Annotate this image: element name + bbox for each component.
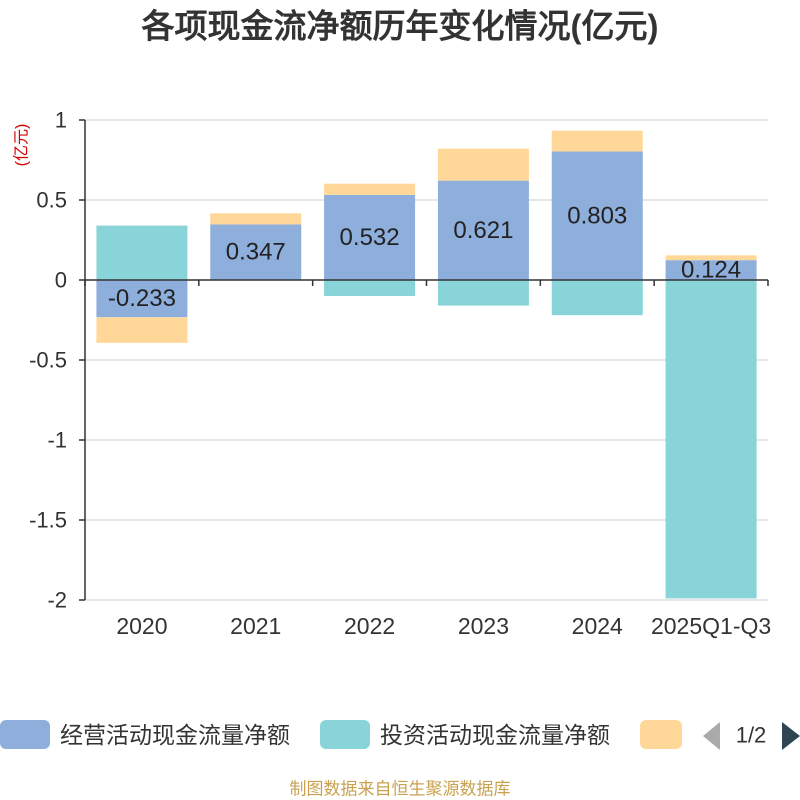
data-label: 0.621 <box>453 217 513 244</box>
data-label: 0.532 <box>340 224 400 251</box>
triangle-right-icon[interactable] <box>782 722 800 750</box>
bars-group <box>96 130 757 599</box>
x-tick-label: 2023 <box>458 613 509 639</box>
y-tick-label: -1.5 <box>29 508 67 533</box>
third-series-bar-2021[interactable] <box>210 213 302 225</box>
operating-cash-flow-bar-2022[interactable] <box>324 194 416 280</box>
x-tick-label: 2025Q1-Q3 <box>651 613 771 639</box>
third-series-bar-2024[interactable] <box>551 130 643 152</box>
legend: 经营活动现金流量净额 投资活动现金流量净额 1/2 <box>0 720 800 750</box>
y-tick-label: 0 <box>55 268 67 293</box>
x-tick-label: 2022 <box>344 613 395 639</box>
x-tick-label: 2024 <box>572 613 623 639</box>
y-axis-label: (亿元) <box>13 124 31 167</box>
legend-swatch-investing[interactable] <box>320 720 370 749</box>
third-series-bar-2023[interactable] <box>437 148 529 181</box>
y-tick-label: -2 <box>47 588 67 613</box>
third-series-bar-2022[interactable] <box>324 183 416 195</box>
axes-group: 1 0.5 0 -0.5 -1 -1.5 -2 2020 2021 2022 2023 2024 202… <box>29 108 771 640</box>
y-tick-label: -1 <box>47 428 67 453</box>
legend-swatch-operating[interactable] <box>0 720 50 749</box>
operating-cash-flow-bar-2023[interactable] <box>437 180 529 280</box>
data-labels-group: -0.233 0.347 0.532 0.621 0.803 0.124 <box>108 202 741 312</box>
x-tick-label: 2021 <box>230 613 281 639</box>
triangle-left-icon[interactable] <box>703 722 720 750</box>
operating-cash-flow-bar-2024[interactable] <box>551 151 643 280</box>
investing-cash-flow-bar-2025q1-q3[interactable] <box>665 280 757 599</box>
data-label: -0.233 <box>108 285 176 312</box>
data-label: 0.347 <box>226 239 286 266</box>
y-tick-label: -0.5 <box>29 348 67 373</box>
legend-label-investing[interactable]: 投资活动现金流量净额 <box>380 722 610 748</box>
investing-cash-flow-bar-2022[interactable] <box>324 280 416 296</box>
investing-cash-flow-bar-2020[interactable] <box>96 225 188 280</box>
y-tick-label: 1 <box>55 108 67 133</box>
operating-cash-flow-bar-2021[interactable] <box>210 224 302 280</box>
legend-label-operating[interactable]: 经营活动现金流量净额 <box>60 722 290 748</box>
third-series-bar-2020[interactable] <box>96 317 188 343</box>
data-label: 0.124 <box>681 257 741 284</box>
operating-cash-flow-bar-2020[interactable] <box>96 280 188 318</box>
legend-item-operating[interactable]: 经营活动现金流量净额 <box>0 720 290 749</box>
legend-item-third[interactable] <box>640 720 682 749</box>
third-series-bar-2025q1-q3[interactable] <box>665 255 757 261</box>
x-tick-label: 2020 <box>116 613 167 639</box>
operating-cash-flow-bar-2025q1-q3[interactable] <box>665 260 757 280</box>
legend-item-investing[interactable]: 投资活动现金流量净额 <box>320 720 610 749</box>
y-tick-label: 0.5 <box>36 188 67 213</box>
legend-swatch-third[interactable] <box>640 720 682 749</box>
legend-page-indicator: 1/2 <box>736 723 767 748</box>
grid-lines <box>85 119 768 601</box>
investing-cash-flow-bar-2023[interactable] <box>437 280 529 306</box>
data-label: 0.803 <box>567 202 627 229</box>
chart-title: 各项现金流净额历年变化情况(亿元) <box>141 8 659 45</box>
investing-cash-flow-bar-2024[interactable] <box>551 280 643 316</box>
data-source-footer: 制图数据来自恒生聚源数据库 <box>290 780 511 799</box>
